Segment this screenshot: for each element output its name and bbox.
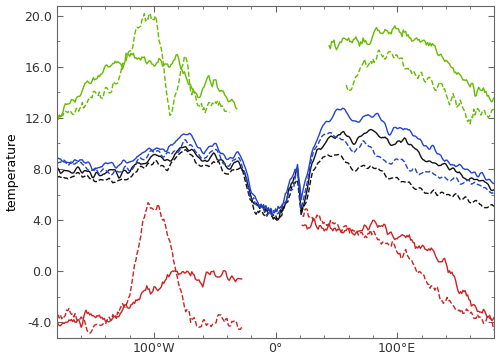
Y-axis label: temperature: temperature	[6, 132, 18, 211]
